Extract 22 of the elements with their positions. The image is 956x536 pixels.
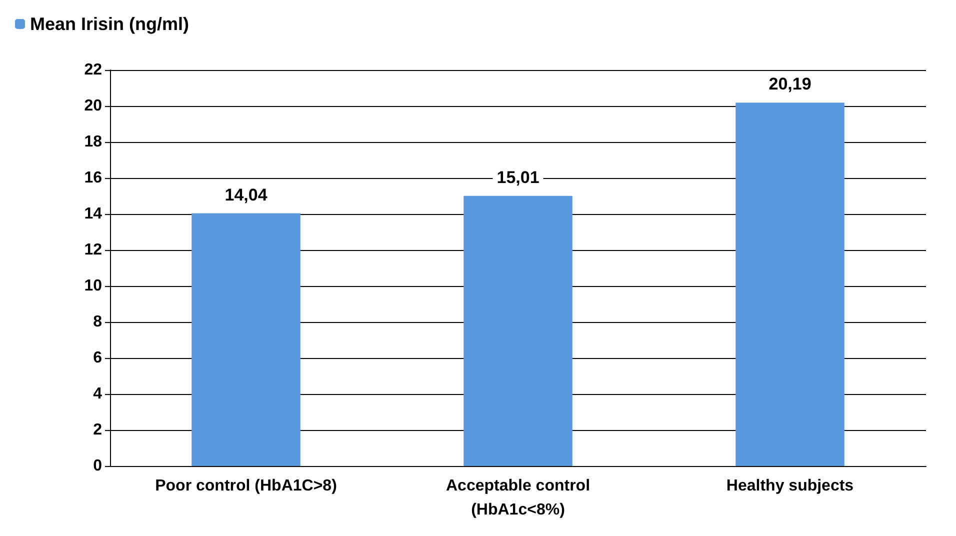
x-tick-label: Acceptable control (HbA1c<8%) [446, 478, 590, 518]
y-tick-label: 12 [84, 242, 102, 258]
y-tick-label: 14 [84, 206, 102, 222]
y-tick-label: 18 [84, 134, 102, 150]
data-label: 20,19 [768, 74, 812, 94]
y-tick-label: 20 [84, 98, 102, 114]
bar [464, 196, 572, 466]
y-tick-label: 10 [84, 278, 102, 294]
y-tick-label: 22 [84, 62, 102, 78]
y-tick-label: 6 [93, 350, 102, 366]
data-label: 15,01 [496, 168, 540, 187]
bar [192, 213, 300, 466]
legend-label: Mean Irisin (ng/ml) [30, 14, 190, 34]
y-tick-label: 0 [93, 458, 102, 474]
x-tick-label: Healthy subjects [726, 478, 854, 494]
y-tick-label: 2 [93, 422, 102, 438]
y-tick-label: 4 [93, 386, 102, 402]
y-tick-label: 8 [93, 314, 102, 330]
bar [736, 102, 844, 466]
x-tick-label: Poor control (HbA1C>8) [155, 478, 337, 494]
data-label: 14,04 [224, 185, 268, 204]
y-tick-label: 16 [84, 170, 102, 186]
